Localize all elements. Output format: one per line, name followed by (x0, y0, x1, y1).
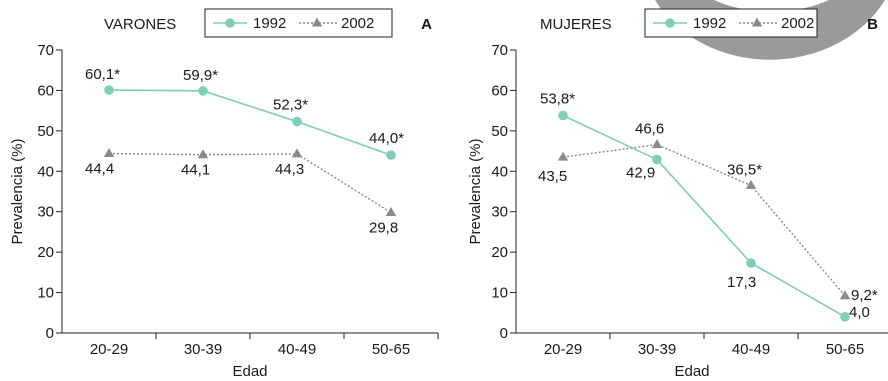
legend-label-1992: 1992 (693, 15, 726, 32)
series-line-1992 (562, 114, 846, 318)
x-tick-label: 30-39 (638, 341, 676, 358)
data-label-2002: 46,6 (635, 121, 664, 138)
data-point-1992 (386, 150, 396, 160)
x-tick-label: 40-49 (278, 341, 316, 358)
data-point-2002 (385, 207, 397, 217)
y-axis-title: Prevalencia (%) (9, 139, 26, 245)
data-point-1992 (292, 116, 302, 127)
legend-label-1992: 1992 (253, 15, 286, 32)
legend: 1992 2002 (204, 8, 393, 38)
data-label-1992: 4,0 (849, 304, 870, 321)
y-tick-label: 20 (491, 244, 508, 261)
series-line-2002 (108, 152, 392, 214)
x-tick-label: 20-29 (544, 341, 582, 358)
data-label-2002: 44,4 (85, 160, 114, 177)
data-point-2002 (651, 139, 663, 149)
data-point-2002 (745, 179, 757, 189)
y-tick-label: 30 (491, 204, 508, 221)
data-point-1992 (746, 258, 756, 268)
series-1992: 60,1* 59,9* 52,3* 44,0* (85, 66, 404, 160)
data-point-1992 (558, 110, 568, 121)
series-line-1992 (108, 89, 392, 156)
chart-panel-a: 0 10 20 30 40 50 60 70 20-29 30-39 40-49 50-65 Edad P… (9, 8, 439, 380)
data-label-2002: 36,5* (727, 161, 762, 178)
legend-marker-2002 (751, 17, 763, 27)
data-point-2002 (291, 148, 303, 158)
data-label-1992: 42,9 (626, 165, 655, 182)
y-tick-label: 10 (37, 285, 54, 302)
data-label-2002: 43,5 (538, 168, 567, 185)
x-tick-label: 50-65 (372, 341, 410, 358)
legend-label-2002: 2002 (341, 15, 374, 32)
x-tick-label: 40-49 (732, 341, 770, 358)
y-tick-label: 60 (37, 82, 54, 99)
data-point-1992 (198, 86, 208, 96)
y-tick-label: 70 (37, 42, 54, 59)
panel-title: VARONES (104, 16, 176, 33)
data-label-2002: 44,1 (181, 162, 210, 179)
data-label-1992: 17,3 (727, 274, 756, 291)
y-tick-label: 60 (491, 82, 508, 99)
data-point-2002 (557, 151, 569, 161)
legend: 1992 2002 (644, 8, 818, 38)
series-2002: 43,5 46,6 36,5* 9,2* (538, 121, 878, 304)
data-label-2002: 29,8 (369, 220, 398, 237)
y-tick-label: 50 (37, 123, 54, 140)
y-tick-label: 40 (491, 163, 508, 180)
data-point-2002 (197, 149, 209, 159)
chart-panel-b: 0 10 20 30 40 50 60 70 20-29 30-39 40-49 50-65 Edad P… (467, 8, 888, 380)
y-tick-label: 50 (491, 123, 508, 140)
data-label-2002: 9,2* (851, 287, 878, 304)
data-label-2002: 44,3 (275, 161, 304, 178)
data-point-2002 (839, 290, 851, 300)
panel-letter: A (421, 16, 432, 33)
y-tick-label: 40 (37, 163, 54, 180)
series-1992: 53,8* 42,9 17,3 4,0 (540, 90, 870, 322)
data-label-1992: 60,1* (85, 66, 120, 83)
x-axis-title: Edad (674, 363, 709, 380)
x-axis-title: Edad (232, 363, 267, 380)
x-tick-label: 50-65 (826, 341, 864, 358)
series-line-2002 (562, 143, 846, 297)
data-point-1992 (652, 154, 662, 165)
data-point-2002 (103, 147, 115, 157)
data-point-1992 (840, 312, 850, 322)
y-tick-label: 30 (37, 204, 54, 221)
panel-title: MUJERES (540, 16, 612, 33)
data-label-1992: 53,8* (540, 90, 575, 107)
legend-marker-2002 (311, 17, 323, 27)
series-2002: 44,4 44,1 44,3 29,8 (85, 147, 398, 237)
legend-marker-1992 (225, 18, 235, 28)
data-label-1992: 52,3* (273, 97, 308, 114)
x-tick-label: 20-29 (90, 341, 128, 358)
y-tick-label: 20 (37, 244, 54, 261)
data-label-1992: 44,0* (369, 130, 404, 147)
legend-label-2002: 2002 (781, 15, 814, 32)
legend-marker-1992 (665, 18, 675, 28)
y-tick-label: 0 (46, 325, 54, 342)
data-point-1992 (104, 85, 114, 95)
x-tick-label: 30-39 (184, 341, 222, 358)
data-label-1992: 59,9* (183, 67, 218, 84)
panel-letter: B (867, 16, 878, 33)
y-tick-label: 70 (491, 42, 508, 59)
y-axis-title: Prevalencia (%) (467, 139, 484, 245)
y-tick-label: 0 (500, 325, 508, 342)
y-tick-label: 10 (491, 285, 508, 302)
